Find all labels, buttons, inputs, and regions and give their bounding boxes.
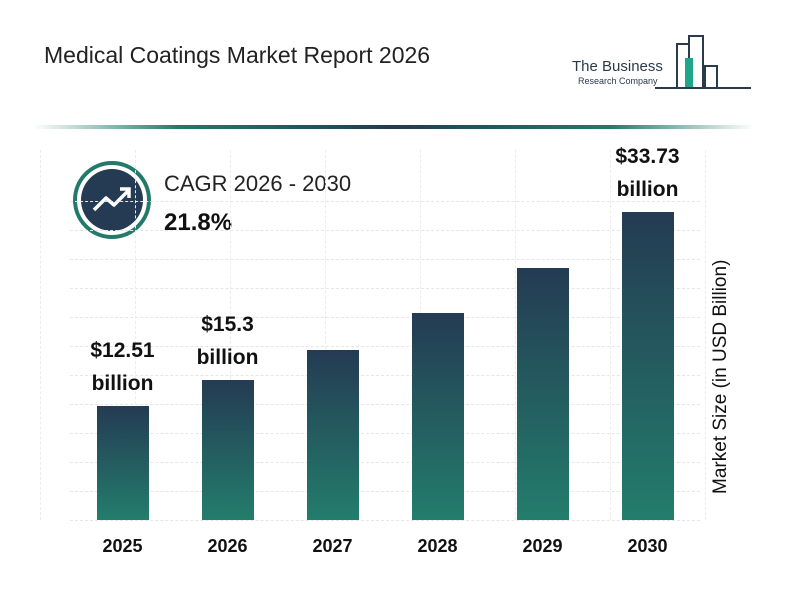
- grid-line: [70, 462, 700, 463]
- bar: [621, 212, 674, 520]
- x-tick-label: 2029: [522, 536, 563, 556]
- grid-line: [70, 491, 700, 492]
- grid-line: [70, 520, 700, 521]
- grid-line: [70, 433, 700, 434]
- grid-line: [705, 150, 706, 520]
- grid-line: [40, 150, 41, 520]
- grid-line: [70, 346, 700, 347]
- grid-line: [325, 150, 326, 520]
- grid-line: [610, 150, 611, 520]
- value-label: $12.51 billion: [90, 338, 155, 395]
- value-label: $33.73 billion: [615, 145, 680, 201]
- grid-line: [70, 375, 700, 376]
- grid-line: [70, 317, 700, 318]
- grid-line: [70, 404, 700, 405]
- cagr-value: 21.8%: [164, 209, 233, 236]
- divider: [34, 125, 754, 129]
- grid-line: [70, 259, 700, 260]
- y-axis-label: Market Size (in USD Billion): [710, 259, 731, 494]
- grid-line: [70, 201, 700, 202]
- x-tick-label: 2025: [102, 536, 143, 556]
- chart-title: Medical Coatings Market Report 2026: [44, 42, 431, 68]
- bar: [516, 267, 569, 520]
- cagr-icon: [73, 161, 151, 239]
- bar: [201, 380, 254, 520]
- bar: [306, 349, 359, 520]
- grid-line: [135, 150, 136, 520]
- x-tick-label: 2030: [627, 536, 668, 556]
- logo-text: The Business: [572, 58, 663, 75]
- x-tick-label: 2027: [312, 536, 353, 556]
- x-tick-label: 2026: [207, 536, 248, 556]
- grid-line: [70, 230, 700, 231]
- bar: [411, 312, 464, 520]
- value-label: $15.3 billion: [196, 313, 259, 370]
- bar: [96, 405, 149, 520]
- cagr-label: CAGR 2026 - 2030: [164, 171, 352, 196]
- grid-line: [515, 150, 516, 520]
- logo-icon: [655, 35, 751, 89]
- logo-subtext: Research Company: [578, 76, 658, 86]
- grid-line: [230, 150, 231, 520]
- grid-line: [70, 288, 700, 289]
- x-tick-label: 2028: [417, 536, 458, 556]
